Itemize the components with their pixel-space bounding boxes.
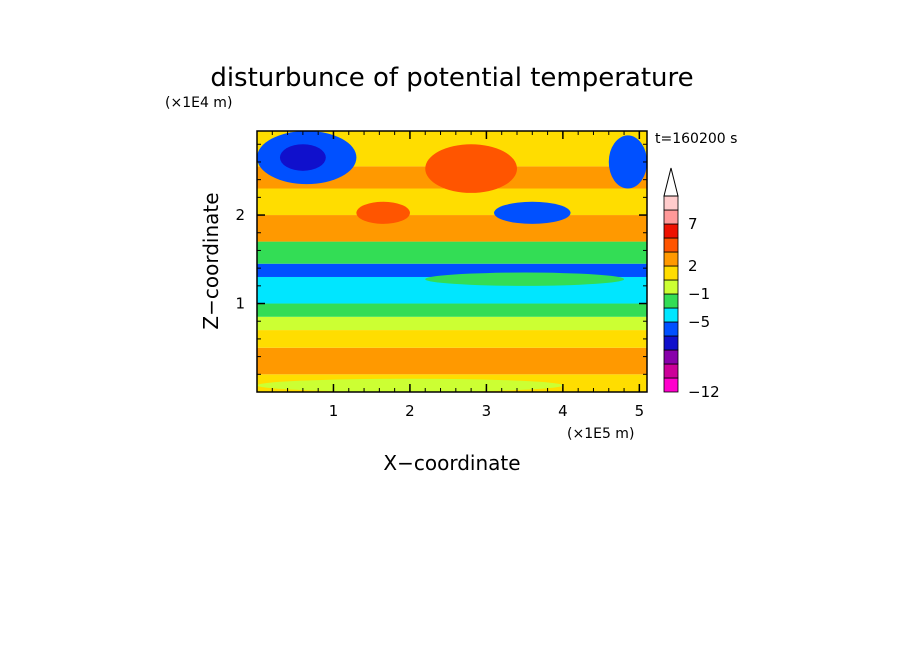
colorbar-swatch (663, 321, 679, 337)
colorbar-extend-arrow (663, 167, 679, 197)
x-tick-label: 2 (405, 402, 415, 420)
colorbar-swatch (663, 307, 679, 323)
colorbar-swatch (663, 349, 679, 365)
field-band (257, 330, 647, 348)
x-tick-label: 3 (482, 402, 492, 420)
x-tick-label: 4 (558, 402, 568, 420)
field-band (257, 303, 647, 317)
field-band (257, 316, 647, 331)
colorbar-swatch (663, 251, 679, 267)
field-patch (356, 201, 410, 224)
colorbar-swatch (663, 195, 679, 211)
field-band (257, 347, 647, 375)
plot-area (256, 130, 648, 393)
colorbar-label: −5 (688, 313, 710, 331)
colorbar-label: 2 (688, 257, 698, 275)
plot-frame (256, 130, 648, 393)
x-unit-label: (×1E5 m) (567, 426, 634, 442)
field-patch (494, 201, 571, 224)
colorbar-swatch (663, 335, 679, 351)
y-axis-label: Z−coordinate (199, 192, 223, 329)
axes: 1 2 3 4 5 1 2 (235, 131, 647, 420)
colorbar: −12−5−127 (663, 167, 720, 401)
field-band (257, 215, 647, 242)
field-band (257, 241, 647, 264)
colorbar-swatch (663, 265, 679, 281)
time-label: t=160200 s (655, 131, 737, 147)
colorbar-swatch (663, 237, 679, 253)
field-patch (608, 135, 647, 189)
y-tick-label: 1 (235, 295, 245, 313)
field-band (257, 188, 647, 216)
chart-title: disturbunce of potential temperature (210, 63, 693, 93)
colorbar-swatch (663, 293, 679, 309)
y-unit-label: (×1E4 m) (165, 95, 232, 111)
x-axis-label: X−coordinate (383, 451, 520, 475)
colorbar-swatch (663, 279, 679, 295)
colorbar-swatch (663, 223, 679, 239)
field-patch (279, 144, 326, 171)
x-tick-label: 5 (635, 402, 645, 420)
y-tick-label: 2 (235, 206, 245, 224)
colorbar-label: −1 (688, 285, 710, 303)
field-patch (425, 144, 517, 193)
field-patch (425, 272, 625, 286)
colorbar-label: −12 (688, 383, 720, 401)
colorbar-swatch (663, 377, 679, 393)
colorbar-swatch (663, 363, 679, 379)
x-tick-label: 1 (329, 402, 339, 420)
colorbar-label: 7 (688, 215, 698, 233)
colorbar-swatch (663, 209, 679, 225)
